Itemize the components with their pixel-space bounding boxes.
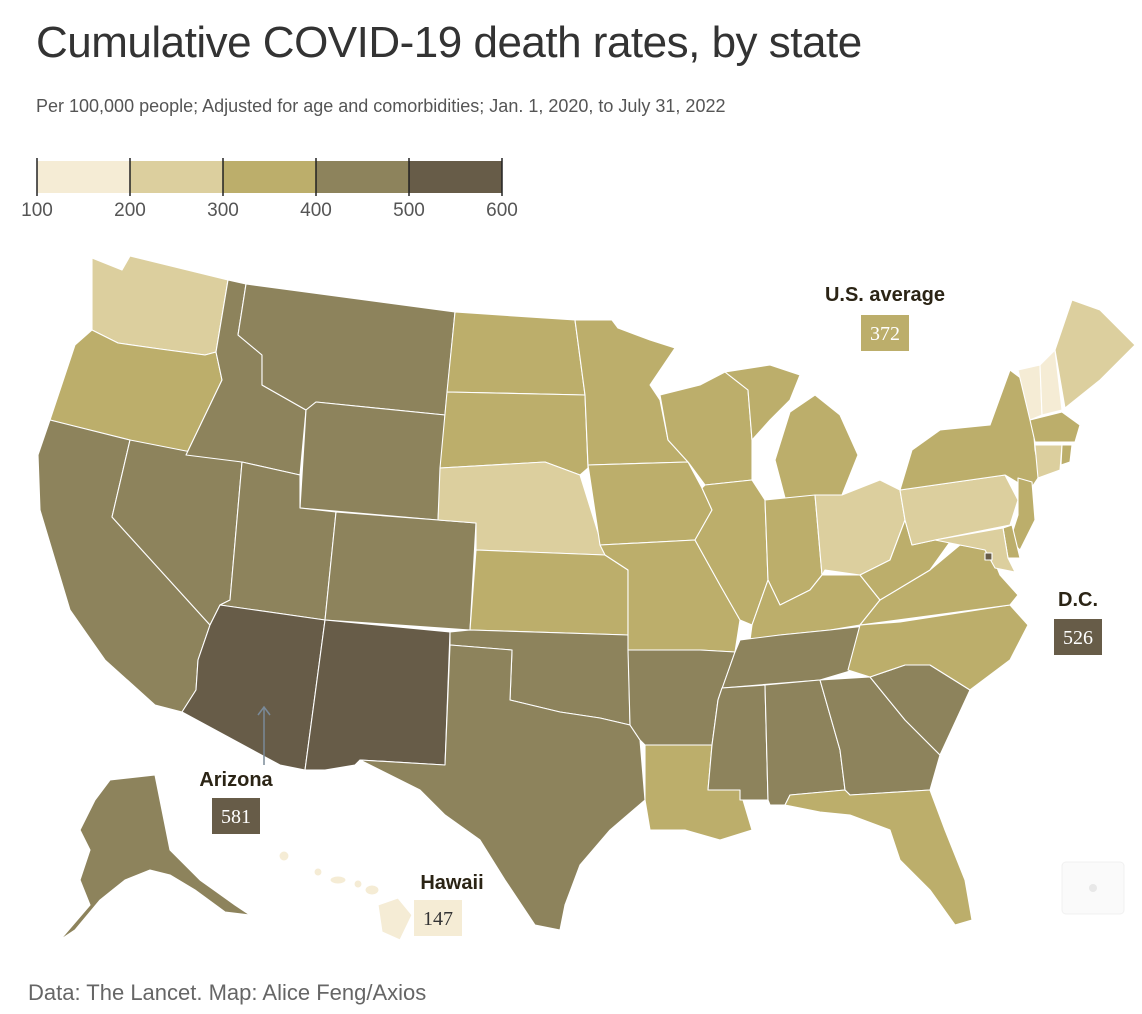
state-FL (784, 789, 973, 926)
state-TX (359, 644, 646, 931)
legend-tick-200: 200 (114, 200, 146, 221)
dc-value: 526 (1063, 627, 1093, 649)
state-RI (1060, 444, 1073, 466)
arizona-value-box (212, 798, 260, 834)
legend-bin-4 (316, 161, 409, 193)
us-average-value: 372 (870, 323, 900, 345)
source-credit: Data: The Lancet. Map: Alice Feng/Axios (28, 980, 427, 1005)
legend-tick-400: 400 (300, 200, 332, 221)
legend-bin-3 (223, 161, 316, 193)
legend-tick-300: 300 (207, 200, 239, 221)
state-MI (724, 364, 859, 499)
legend-tick-600: 600 (486, 200, 518, 221)
state-NY (899, 369, 1041, 491)
hawaii-label: Hawaii (420, 872, 483, 894)
callout-hawaii: Hawaii 147 (414, 872, 484, 936)
legend-bin-1 (37, 161, 130, 193)
map-title: Cumulative COVID-19 death rates, by stat… (36, 18, 862, 67)
us-average-label: U.S. average (825, 284, 945, 306)
state-MD (934, 527, 1016, 573)
state-KS (469, 549, 629, 636)
arizona-label: Arizona (199, 769, 273, 791)
map-subtitle: Per 100,000 people; Adjusted for age and… (36, 96, 726, 116)
state-DC (984, 552, 993, 561)
expand-button[interactable] (1061, 861, 1125, 915)
us-average-value-box (861, 315, 909, 351)
callout-us-average: U.S. average 372 (825, 284, 945, 351)
legend-bin-2 (130, 161, 223, 193)
state-IA (587, 461, 713, 546)
callout-dc: D.C. 526 (1054, 589, 1102, 655)
legend-tick-500: 500 (393, 200, 425, 221)
state-SD (439, 391, 589, 476)
arizona-value: 581 (221, 806, 251, 828)
dc-label: D.C. (1058, 589, 1098, 611)
state-MA (1029, 411, 1081, 443)
state-WI (659, 371, 753, 486)
state-NM (304, 619, 451, 771)
states-layer (37, 255, 1136, 941)
hawaii-value: 147 (423, 908, 453, 930)
legend-tick-100: 100 (21, 200, 53, 221)
state-IL (694, 479, 769, 626)
state-ME (1054, 299, 1136, 409)
legend-bin-5 (409, 161, 502, 193)
state-CT (1034, 444, 1063, 479)
state-CO (324, 511, 477, 631)
state-NJ (1009, 477, 1036, 551)
state-WY (299, 401, 446, 521)
state-NC (847, 604, 1029, 691)
callout-arizona: Arizona 581 (199, 705, 274, 834)
state-AK (59, 774, 251, 941)
expand-icon (1089, 884, 1097, 892)
state-NH (1039, 349, 1063, 416)
dc-value-box (1054, 619, 1102, 655)
state-HI (278, 850, 413, 941)
hawaii-value-box (414, 900, 462, 936)
state-ND (446, 311, 586, 396)
color-legend: 100 200 300 400 500 600 (21, 158, 518, 221)
state-PA (899, 474, 1019, 546)
state-MN (574, 319, 689, 466)
